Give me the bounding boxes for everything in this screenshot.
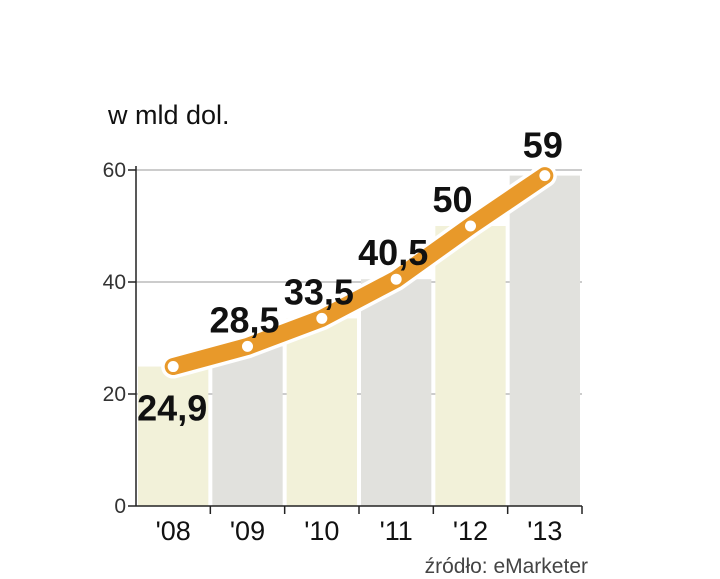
- data-point-3: [390, 273, 402, 285]
- data-label-1: 28,5: [210, 299, 280, 340]
- gridlines: [136, 169, 582, 395]
- data-label-0: 24,9: [137, 388, 207, 429]
- x-tick-label-1: '09: [230, 516, 265, 546]
- x-tick-label-3: '11: [380, 516, 413, 546]
- data-label-5: 59: [523, 125, 563, 166]
- y-tick-label-3: 60: [103, 159, 126, 182]
- bar-2: [286, 318, 357, 506]
- trend-line-path: [164, 167, 554, 376]
- bar-5: [509, 175, 580, 506]
- data-label-3: 40,5: [358, 232, 428, 273]
- y-tick-label-2: 40: [103, 271, 126, 294]
- data-point-2: [316, 312, 328, 324]
- data-point-1: [242, 340, 253, 352]
- data-point-0: [167, 361, 179, 373]
- y-tick-label-0: 0: [114, 495, 126, 518]
- bar-1: [212, 346, 283, 506]
- unit-label: w mld dol.: [107, 100, 230, 130]
- data-point-5: [539, 170, 551, 182]
- axes: 0 20 40 60 '08 '09 '10 '11 '12 '13: [103, 159, 583, 546]
- trend-line: [161, 163, 557, 379]
- y-tick-label-1: 20: [103, 383, 126, 406]
- data-point-4: [465, 220, 476, 232]
- data-label-2: 33,5: [284, 271, 354, 312]
- bars: [138, 175, 580, 506]
- x-tick-label-4: '12: [453, 516, 488, 546]
- x-tick-label-0: '08: [156, 516, 191, 546]
- data-labels: 24,9 28,533,540,550 59: [137, 125, 563, 429]
- data-label-4: 50: [433, 179, 473, 220]
- bar-4: [435, 226, 506, 506]
- x-tick-label-2: '10: [304, 516, 339, 546]
- x-tick-label-5: '13: [527, 516, 562, 546]
- bar-0: [138, 366, 209, 506]
- source-label: źródło: eMarketer: [425, 555, 588, 578]
- bar-3: [361, 279, 432, 506]
